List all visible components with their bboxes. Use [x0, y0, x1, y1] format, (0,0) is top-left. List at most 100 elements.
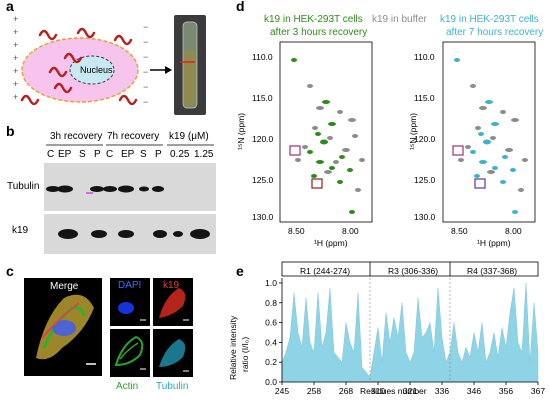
x-tick: 8.50	[451, 226, 468, 236]
y-tick: 115.0	[252, 93, 273, 103]
x-axis-label-right: ¹H (ppm)	[477, 238, 511, 248]
svg-text:+: +	[13, 79, 18, 89]
panel-label-c: c	[6, 263, 14, 279]
plus-signs: + + + + + + +	[13, 14, 18, 102]
tubulin-label: Tubulin	[156, 381, 189, 392]
row-label-k19: k19	[12, 225, 29, 236]
svg-text:−: −	[143, 52, 148, 62]
legend-green-1: k19 in HEK-293T cells	[264, 14, 363, 25]
y-tick-label: 1.0	[265, 278, 277, 288]
dapi-label: DAPI	[118, 280, 142, 291]
intensity-area	[281, 282, 539, 383]
panel-label-e: e	[236, 263, 244, 279]
svg-text:−: −	[143, 37, 148, 47]
arrow-head	[165, 66, 172, 74]
x-tick-label: 356	[499, 386, 513, 396]
blot-bands	[46, 185, 210, 239]
region-label: R3 (306-336)	[388, 266, 439, 276]
y-tick: 115.0	[414, 93, 435, 103]
lane-label: 0.25	[170, 149, 190, 160]
x-tick-label: 268	[339, 386, 353, 396]
panel-label-a: a	[6, 0, 14, 14]
intensity-ratio-chart: 0.0 0.2 0.4 0.6 0.8 1.0 245 258 268 310 321 336 346 3…	[265, 261, 545, 396]
green-peaks	[291, 58, 355, 214]
y-tick: 125.0	[414, 175, 436, 185]
lane-label: 1.25	[194, 149, 214, 160]
highlight-box	[311, 178, 323, 189]
group-label-k19: k19 (μM)	[169, 131, 209, 142]
x-tick-label: 367	[531, 386, 545, 396]
y-label-1: Relative intensity	[228, 315, 238, 380]
y-tick: 110.0	[252, 52, 273, 62]
row-label-tubulin: Tubulin	[7, 181, 40, 192]
lane-label: S	[79, 149, 86, 160]
y-axis-label-left: ¹⁵N (ppm)	[236, 112, 246, 150]
y-tick: 130.0	[252, 212, 274, 222]
highlight-box	[452, 145, 464, 156]
merge-image	[24, 278, 102, 376]
y-tick: 120.0	[252, 134, 274, 144]
x-axis-title: Residues number	[360, 386, 427, 396]
merge-label: Merge	[50, 281, 79, 292]
actin-label: Actin	[116, 381, 139, 392]
y-tick: 125.0	[252, 175, 274, 185]
legend-green-2: after 3 hours recovery	[270, 27, 368, 38]
y-tick: 110.0	[414, 52, 435, 62]
actin-image	[110, 329, 150, 377]
nucleus-label: Nucleus	[80, 65, 113, 75]
k19-label: k19	[163, 280, 180, 291]
minus-signs: − − − − − −	[143, 22, 148, 107]
nucleus	[69, 55, 115, 85]
y-label-2: ratio (I/I₀)	[240, 336, 250, 372]
x-tick: 8.00	[505, 226, 522, 236]
x-tick-label: 321	[403, 386, 417, 396]
group-label-7h: 7h recovery	[107, 131, 160, 142]
k19-protein-glyphs	[20, 27, 138, 106]
tube-pellet	[184, 50, 196, 106]
group-label-3h: 3h recovery	[50, 131, 103, 142]
y-tick: 120.0	[414, 134, 436, 144]
lane-label: EP	[121, 149, 135, 160]
panel-a-schematic: + + + + + + + − − − − − − Nucleus	[13, 14, 206, 115]
x-tick-label: 258	[307, 386, 321, 396]
lane-label: C	[106, 149, 114, 160]
y-tick-label: 0.8	[265, 298, 277, 308]
x-tick-label: 245	[275, 386, 289, 396]
svg-text:−: −	[143, 67, 148, 77]
svg-text:−: −	[143, 82, 148, 92]
y-tick-label: 0.4	[265, 337, 277, 347]
y-tick-label: 0.2	[265, 357, 277, 367]
group-underlines	[46, 144, 214, 146]
y-axis-label-right: ¹⁵N (ppm)	[408, 112, 418, 150]
svg-text:+: +	[13, 92, 18, 102]
grey-peaks	[458, 84, 528, 192]
lane-label: P	[155, 149, 162, 160]
y-tick: 130.0	[414, 212, 436, 222]
svg-text:+: +	[13, 27, 18, 37]
svg-text:+: +	[13, 14, 18, 24]
grey-peaks	[295, 84, 365, 192]
svg-text:−: −	[143, 97, 148, 107]
y-tick-label: 0.6	[265, 318, 277, 328]
svg-text:+: +	[13, 66, 18, 76]
nmr-spectrum-right	[442, 41, 536, 223]
tubulin-image	[153, 329, 193, 377]
k19-image	[153, 278, 193, 326]
svg-text:+: +	[13, 40, 18, 50]
region-label: R4 (337-368)	[467, 266, 518, 276]
x-tick-label: 336	[435, 386, 449, 396]
x-tick: 8.50	[288, 226, 305, 236]
region-label: R1 (244-274)	[300, 266, 351, 276]
svg-text:−: −	[143, 22, 148, 32]
y-tick-label: 0.0	[265, 377, 277, 387]
lane-label: S	[140, 149, 147, 160]
x-tick-label: 310	[371, 386, 385, 396]
highlight-box	[474, 178, 486, 189]
blue-peaks	[454, 58, 518, 214]
legend-grey: k19 in buffer	[372, 14, 427, 25]
x-tick-label: 346	[467, 386, 481, 396]
lane-label: EP	[58, 149, 72, 160]
x-axis-label-left: ¹H (ppm)	[314, 238, 348, 248]
panel-label-b: b	[6, 123, 15, 139]
legend-blue-1: k19 in HEK-293T cells	[440, 14, 539, 25]
